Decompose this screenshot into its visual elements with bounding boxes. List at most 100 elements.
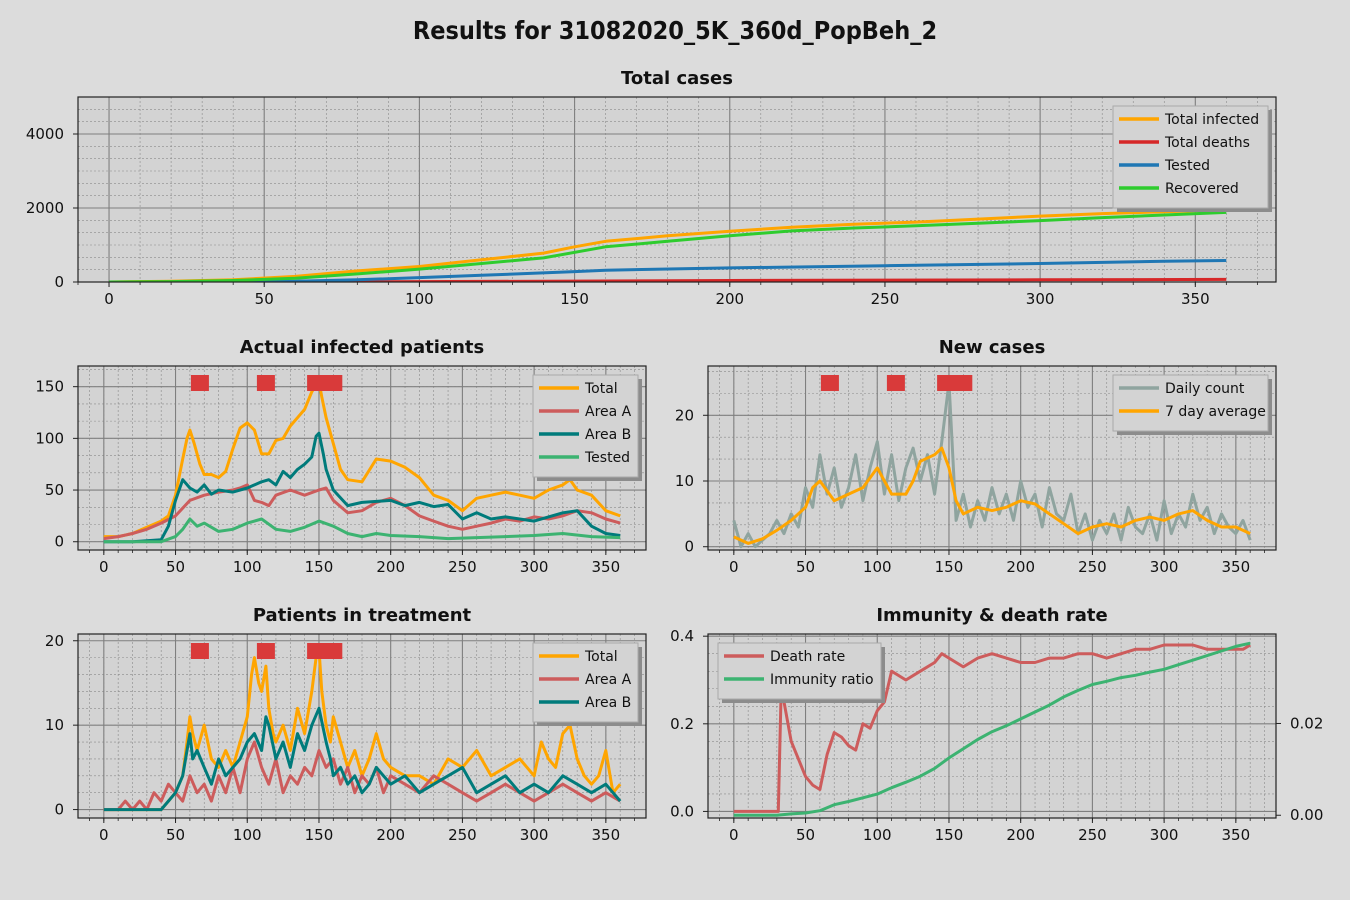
x-tick-label: 250 bbox=[1078, 826, 1107, 844]
y-tick-label: 20 bbox=[675, 406, 694, 424]
legend-label: Recovered bbox=[1165, 181, 1239, 197]
legend-label: Total bbox=[584, 649, 618, 665]
event-marker bbox=[190, 375, 209, 391]
y-tick-label: 2000 bbox=[26, 199, 64, 217]
legend-box bbox=[717, 642, 882, 700]
series-line-recovered bbox=[108, 210, 1227, 282]
chart-actual-infected: 0 50 100 150 200 250 300 350 0 50 100 150 Actual inf… bbox=[35, 337, 647, 576]
legend-box bbox=[1112, 105, 1269, 209]
y-right-tick-label: 0.02 bbox=[1290, 714, 1323, 732]
y-tick-label: 0.4 bbox=[670, 627, 694, 645]
legend-label: Area A bbox=[585, 672, 632, 688]
x-tick-label: 250 bbox=[871, 290, 900, 308]
legend-label: Total deaths bbox=[1164, 135, 1250, 151]
y-tick-label: 0.2 bbox=[670, 715, 694, 733]
event-marker bbox=[256, 643, 275, 659]
legend-label: Tested bbox=[1164, 158, 1210, 174]
series-line-daily-count bbox=[732, 380, 1252, 549]
legend: Total Area A Area B Tested bbox=[532, 374, 642, 481]
event-marker bbox=[954, 375, 973, 391]
legend-label: Total bbox=[584, 381, 618, 397]
axes-frame bbox=[77, 633, 647, 819]
x-tick-label: 150 bbox=[935, 558, 964, 576]
legend: Total Area A Area B bbox=[532, 642, 642, 726]
legend-label: 7 day average bbox=[1165, 404, 1266, 420]
chart-title: Total cases bbox=[621, 68, 733, 89]
x-tick-label: 100 bbox=[233, 826, 262, 844]
series-line-area-b bbox=[103, 706, 622, 812]
x-tick-label: 200 bbox=[1006, 826, 1035, 844]
x-tick-label: 50 bbox=[166, 558, 185, 576]
x-tick-label: 350 bbox=[1222, 826, 1251, 844]
x-tick-label: 350 bbox=[592, 826, 621, 844]
y-tick-label: 0.0 bbox=[670, 802, 694, 820]
legend-label: Area A bbox=[585, 404, 632, 420]
x-tick-label: 100 bbox=[405, 290, 434, 308]
figure-title: Results for 31082020_5K_360d_PopBeh_2 bbox=[413, 16, 937, 45]
chart-immunity-death: 0 50 100 150 200 250 300 350 0.0 0.2 0.4 0.00 0.02 Im… bbox=[670, 605, 1323, 844]
legend-label: Tested bbox=[584, 450, 630, 466]
x-tick-label: 50 bbox=[255, 290, 274, 308]
x-tick-label: 150 bbox=[305, 826, 334, 844]
x-tick-label: 150 bbox=[935, 826, 964, 844]
y-tick-label: 50 bbox=[45, 481, 64, 499]
event-marker bbox=[324, 375, 343, 391]
legend-box bbox=[1112, 374, 1269, 432]
legend-label: Daily count bbox=[1165, 381, 1245, 397]
plot-area bbox=[78, 97, 1276, 282]
x-tick-label: 300 bbox=[520, 558, 549, 576]
x-tick-label: 200 bbox=[376, 558, 405, 576]
x-tick-label: 50 bbox=[166, 826, 185, 844]
series-line-tested bbox=[109, 259, 1227, 282]
x-tick-label: 200 bbox=[1006, 558, 1035, 576]
y-tick-label: 0 bbox=[54, 801, 64, 819]
x-tick-label: 150 bbox=[305, 558, 334, 576]
series-line-area-b bbox=[103, 431, 621, 544]
y-tick-label: 0 bbox=[54, 273, 64, 291]
series-line-death-rate bbox=[733, 643, 1251, 813]
x-tick-label: 250 bbox=[448, 558, 477, 576]
y-right-tick-label: 0.00 bbox=[1290, 806, 1323, 824]
legend-label: Immunity ratio bbox=[770, 672, 874, 688]
series-line-total bbox=[103, 647, 622, 812]
event-marker bbox=[820, 375, 839, 391]
y-tick-label: 20 bbox=[45, 632, 64, 650]
legend: Daily count 7 day average bbox=[1112, 374, 1272, 435]
y-tick-label: 150 bbox=[35, 378, 64, 396]
axes-frame bbox=[707, 633, 1277, 819]
legend-label: Death rate bbox=[770, 649, 845, 665]
chart-in-treatment: 0 50 100 150 200 250 300 350 0 10 20 Patients in tr… bbox=[45, 605, 647, 844]
x-tick-label: 50 bbox=[796, 558, 815, 576]
series-line-total bbox=[103, 380, 621, 539]
chart-title: Immunity & death rate bbox=[876, 605, 1107, 626]
x-tick-label: 0 bbox=[729, 558, 739, 576]
x-tick-label: 300 bbox=[1026, 290, 1055, 308]
series-line-tested bbox=[103, 517, 621, 544]
chart-new-cases: 0 50 100 150 200 250 300 350 0 10 20 New cases Daily… bbox=[675, 337, 1277, 576]
x-tick-label: 300 bbox=[1150, 826, 1179, 844]
x-tick-label: 300 bbox=[1150, 558, 1179, 576]
x-tick-label: 300 bbox=[520, 826, 549, 844]
x-tick-label: 350 bbox=[1222, 558, 1251, 576]
legend-box bbox=[532, 374, 639, 478]
x-tick-label: 0 bbox=[99, 558, 109, 576]
chart-title: New cases bbox=[939, 337, 1046, 358]
y-tick-label: 10 bbox=[45, 716, 64, 734]
legend-label: Area B bbox=[585, 695, 631, 711]
chart-title: Actual infected patients bbox=[240, 337, 484, 358]
chart-total-cases: 0 50 100 150 200 250 300 350 0 2000 4000 Total case… bbox=[26, 68, 1277, 308]
event-marker bbox=[256, 375, 275, 391]
chart-title: Patients in treatment bbox=[253, 605, 472, 626]
y-tick-label: 10 bbox=[675, 472, 694, 490]
axes-frame bbox=[77, 365, 647, 551]
legend: Total infected Total deaths Tested Recovere… bbox=[1112, 105, 1272, 212]
legend: Death rate Immunity ratio bbox=[717, 642, 885, 703]
x-tick-label: 0 bbox=[104, 290, 114, 308]
x-tick-label: 100 bbox=[233, 558, 262, 576]
series-line-total-infected bbox=[108, 208, 1227, 282]
y-tick-label: 4000 bbox=[26, 125, 64, 143]
axes-frame bbox=[77, 96, 1277, 283]
event-marker bbox=[324, 643, 343, 659]
x-tick-label: 0 bbox=[729, 826, 739, 844]
